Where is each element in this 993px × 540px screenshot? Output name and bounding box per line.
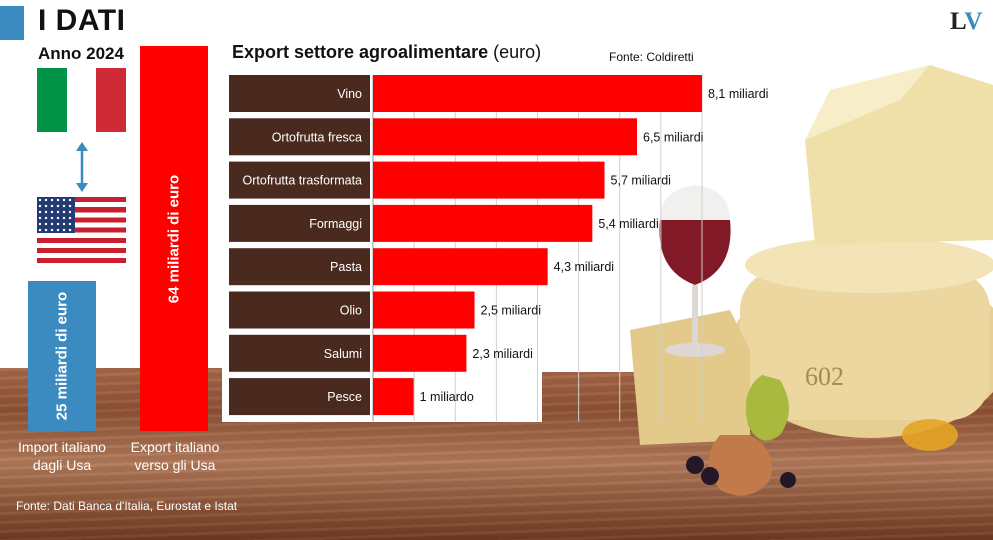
chart-source: Fonte: Coldiretti (609, 50, 694, 64)
svg-text:602: 602 (805, 362, 844, 391)
category-label: Pasta (330, 260, 362, 274)
bar (373, 248, 548, 286)
category-label: Salumi (324, 347, 362, 361)
data-label: 2,3 miliardi (472, 347, 532, 361)
bar (373, 291, 475, 329)
bar (373, 161, 605, 199)
bar (373, 378, 414, 416)
double-arrow-icon (76, 142, 88, 192)
food-illustration: 602 (630, 65, 993, 496)
flag-stripe-white (66, 68, 97, 132)
category-label: Olio (340, 304, 362, 318)
usa-flag-icon (37, 197, 126, 263)
flag-stripe-red (96, 68, 127, 132)
category-label-box (229, 378, 370, 416)
bar (373, 204, 593, 242)
import-export-source: Fonte: Dati Banca d'Italia, Eurostat e I… (16, 499, 238, 513)
category-label-box (229, 291, 370, 329)
data-label: 8,1 miliardi (708, 87, 768, 101)
category-label-box (229, 161, 370, 199)
data-label: 1 miliardo (420, 390, 474, 404)
export-bar: 64 miliardi di euro (140, 46, 208, 431)
bar (373, 334, 467, 372)
page-title: I DATI (38, 4, 126, 37)
category-label: Ortofrutta fresca (272, 130, 362, 144)
category-label: Vino (337, 87, 362, 101)
category-label-box (229, 75, 370, 112)
category-label-box (229, 248, 370, 286)
data-label: 2,5 miliardi (481, 304, 541, 318)
export-caption: Export italiano verso gli Usa (130, 439, 220, 473)
year-label: Anno 2024 (38, 44, 124, 63)
chart-title: Export settore agroalimentare (euro) (232, 42, 542, 62)
category-label-box (229, 118, 370, 156)
bar (373, 75, 702, 112)
bar (373, 118, 638, 156)
category-label-box (229, 204, 370, 242)
category-label-box (229, 334, 370, 372)
category-label: Pesce (327, 390, 362, 404)
italy-flag-icon (37, 68, 127, 132)
category-label: Ortofrutta trasformata (243, 174, 363, 188)
brand-logo: LV (950, 8, 983, 35)
data-label: 6,5 miliardi (643, 130, 703, 144)
data-label: 5,4 miliardi (598, 217, 658, 231)
flag-stripe-green (37, 68, 67, 132)
data-label: 4,3 miliardi (554, 260, 614, 274)
import-caption: Import italiano dagli Usa (18, 439, 106, 473)
data-label: 5,7 miliardi (611, 174, 671, 188)
import-bar: 25 miliardi di euro (28, 281, 96, 431)
category-label: Formaggi (309, 217, 362, 231)
header-accent-square (0, 6, 24, 40)
